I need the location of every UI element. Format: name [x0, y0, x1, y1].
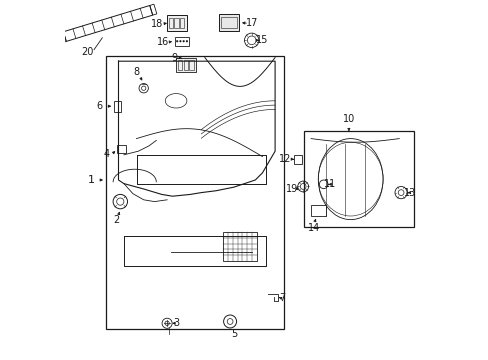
Text: 1: 1: [88, 175, 95, 185]
Text: 15: 15: [255, 35, 267, 45]
Text: 16: 16: [156, 37, 168, 47]
Text: 17: 17: [245, 18, 257, 28]
Text: 10: 10: [342, 114, 354, 124]
Text: 9: 9: [171, 53, 177, 63]
Text: 19: 19: [285, 184, 298, 194]
Bar: [114, 101, 121, 112]
Circle shape: [182, 40, 184, 42]
Bar: [167, 15, 186, 31]
Bar: [168, 18, 172, 28]
Bar: [294, 155, 302, 164]
Text: 7: 7: [279, 293, 285, 303]
Text: 6: 6: [97, 101, 102, 111]
Bar: [183, 60, 187, 70]
Bar: [175, 37, 188, 46]
Bar: [176, 58, 196, 72]
Bar: [303, 131, 413, 227]
Text: 18: 18: [151, 19, 163, 29]
Text: 14: 14: [307, 222, 320, 233]
Text: 13: 13: [403, 188, 415, 198]
Bar: [178, 60, 182, 70]
Circle shape: [179, 40, 181, 42]
Bar: [117, 145, 126, 153]
Bar: [223, 232, 257, 261]
Bar: [310, 205, 325, 216]
Bar: [189, 60, 193, 70]
Text: 2: 2: [113, 215, 120, 225]
Bar: [106, 56, 284, 329]
Text: 4: 4: [103, 149, 109, 159]
Text: 3: 3: [173, 318, 179, 328]
Bar: [219, 14, 239, 31]
Bar: [221, 17, 237, 28]
Text: 8: 8: [133, 67, 139, 77]
Text: 11: 11: [323, 179, 335, 189]
Circle shape: [185, 40, 187, 42]
Circle shape: [176, 40, 178, 42]
Text: 20: 20: [81, 47, 94, 57]
Bar: [180, 18, 184, 28]
Text: 12: 12: [279, 154, 291, 164]
Text: 5: 5: [231, 329, 238, 339]
Bar: [174, 18, 178, 28]
